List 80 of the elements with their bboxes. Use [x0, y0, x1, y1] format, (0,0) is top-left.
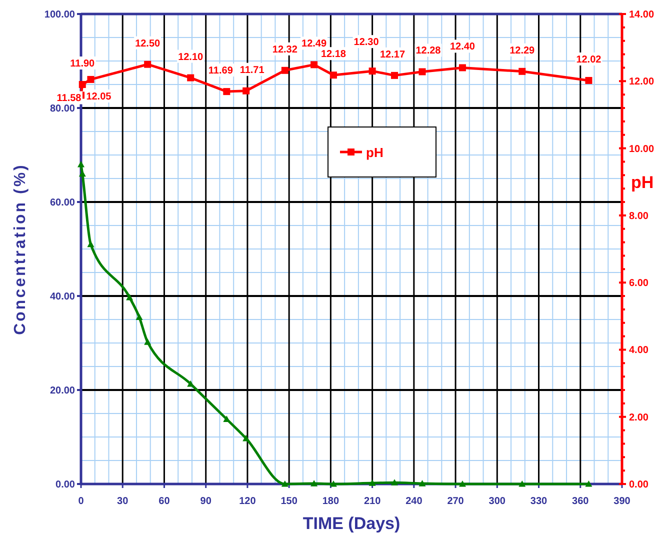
y-tick-label: 60.00 [50, 198, 76, 208]
point [418, 68, 426, 76]
y2-tick-label: 14.00 [629, 10, 654, 20]
y-tick-label: 0.00 [56, 480, 76, 490]
x-tick-label: 180 [322, 496, 340, 507]
x-tick-label: 90 [200, 496, 212, 507]
point [78, 160, 84, 168]
data-label: 12.18 [320, 49, 346, 60]
x-tick-label: 330 [530, 496, 548, 507]
data-label: 12.28 [416, 46, 442, 57]
point [310, 480, 318, 486]
point [242, 87, 250, 94]
point [518, 68, 526, 75]
data-label: 11.58 [56, 93, 82, 104]
point [87, 76, 94, 83]
point [518, 480, 526, 487]
point [310, 61, 318, 68]
x-tick-label: 300 [488, 496, 506, 507]
data-label: 12.17 [380, 49, 406, 60]
point [458, 64, 466, 72]
point [126, 294, 134, 300]
point [391, 72, 398, 79]
data-label: 11.71 [240, 64, 265, 76]
data-label: 12.29 [510, 45, 536, 56]
x-axis-title: TIME (Days) [302, 514, 400, 533]
point [223, 416, 230, 422]
data-label: 11.90 [70, 58, 96, 70]
data-label: 12.50 [135, 38, 161, 50]
y-tick-label: 40.00 [50, 292, 76, 302]
data-label: 12.32 [272, 44, 298, 56]
legend-label: pH [366, 145, 384, 160]
data-label: 12.40 [450, 42, 476, 53]
point [368, 68, 376, 75]
y2-tick-label: 4.00 [629, 345, 649, 356]
point [136, 314, 143, 320]
x-tick-label: 60 [158, 496, 170, 507]
point [187, 74, 194, 82]
y2-tick-label: 2.00 [629, 412, 649, 424]
data-label: 12.10 [178, 52, 204, 63]
y-tick-label: 20.00 [50, 386, 76, 396]
point [391, 479, 398, 486]
point [223, 88, 230, 96]
data-label: 11.69 [208, 66, 234, 77]
x-tick-label: 150 [280, 496, 298, 507]
x-tick-label: 210 [364, 496, 382, 507]
x-tick-label: 240 [406, 496, 423, 507]
point [187, 380, 194, 387]
point [87, 240, 94, 248]
point [368, 480, 376, 486]
y-axis-title: Concentration (%) [12, 163, 29, 335]
x-tick-label: 270 [447, 496, 464, 507]
data-label: 12.05 [86, 91, 112, 102]
y2-tick-label: 12.00 [629, 76, 654, 88]
data-label: 12.02 [576, 54, 602, 66]
point [78, 81, 86, 88]
x-tick-label: 0 [78, 496, 84, 507]
y2-tick-label: 0.00 [629, 480, 649, 490]
point [458, 480, 466, 487]
data-label: 12.49 [302, 38, 327, 50]
x-tick-label: 30 [117, 496, 129, 507]
point [281, 480, 288, 487]
point [330, 72, 337, 79]
x-tick-label: 390 [614, 496, 631, 507]
y2-tick-label: 10.00 [629, 144, 654, 155]
x-tick-label: 120 [239, 496, 256, 507]
point [585, 76, 592, 84]
point [418, 480, 426, 486]
point [281, 66, 288, 74]
point [242, 434, 250, 442]
y2-tick-label: 8.00 [629, 210, 649, 222]
point [144, 338, 152, 345]
point [144, 60, 152, 68]
y-tick-label: 80.00 [50, 104, 76, 114]
data-label: 12.30 [354, 37, 380, 48]
y-tick-label: 100.00 [44, 10, 76, 20]
point [585, 480, 592, 487]
x-tick-label: 360 [572, 496, 590, 507]
y2-tick-label: 6.00 [629, 278, 649, 290]
point [330, 480, 337, 487]
y2-axis-title: pH [631, 173, 654, 192]
